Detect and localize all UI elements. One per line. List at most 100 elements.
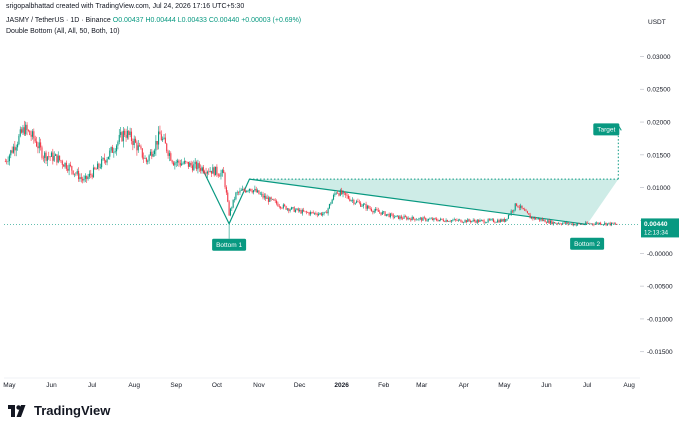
candle-body [196, 161, 198, 170]
indicator-legend[interactable]: Double Bottom (All, All, 50, Both, 10) [6, 28, 120, 35]
candle-body [332, 195, 335, 200]
candle-body [248, 188, 250, 191]
candle-body [40, 142, 42, 148]
candle-body [179, 162, 181, 166]
candle-body [185, 161, 187, 162]
candle-body [464, 220, 466, 223]
candle-body [585, 222, 587, 225]
candle-body [446, 220, 448, 222]
candle-body [385, 214, 387, 216]
candle-body [252, 190, 255, 193]
candle-body [498, 220, 500, 223]
candle-body [56, 154, 58, 163]
candle-body [80, 177, 82, 179]
candle-body [10, 150, 12, 156]
candle-body [324, 211, 326, 213]
candle-body [197, 163, 199, 170]
candle-body [105, 160, 107, 163]
candle-body [221, 170, 223, 173]
candle-body [322, 213, 324, 216]
candle-body [304, 211, 306, 213]
candle-body [461, 222, 463, 223]
candle-body [372, 211, 374, 213]
candle-body [35, 141, 38, 147]
candle-body [433, 218, 435, 221]
candle-body [598, 222, 600, 224]
candle-body [547, 220, 549, 223]
candle-body [365, 204, 367, 209]
candle-body [91, 175, 93, 178]
candle-body [520, 205, 522, 208]
candle-body [426, 220, 428, 221]
x-tick-label: Aug [128, 382, 140, 389]
candle-body [558, 223, 560, 224]
candle-body [19, 129, 21, 136]
candle-body [555, 223, 557, 224]
candle-body [540, 219, 542, 221]
tradingview-logo[interactable]: TradingView [8, 403, 110, 418]
candle-body [463, 222, 465, 223]
candle-body [366, 205, 368, 209]
candle-body [217, 174, 219, 176]
candle-body [468, 219, 470, 221]
last-price-tag-bg [641, 218, 679, 238]
candle-body [423, 217, 425, 219]
candle-body [274, 200, 276, 202]
candle-body [270, 197, 272, 200]
candle-body [375, 209, 377, 211]
candle-body [125, 134, 127, 138]
candle-body [529, 214, 531, 219]
candle-body [307, 212, 309, 213]
candle-body [33, 131, 35, 139]
candle-body [126, 130, 128, 138]
candle-body [175, 162, 177, 164]
candle-body [54, 154, 57, 156]
y-tick-label: 0.02500 [647, 87, 671, 94]
x-tick-label: Feb [378, 382, 390, 389]
candle-body [476, 219, 478, 223]
candle-body [155, 140, 157, 151]
tradingview-logo-icon [8, 404, 26, 417]
candle-body [236, 192, 238, 193]
candle-body [337, 192, 339, 194]
candle-body [99, 167, 101, 168]
candle-body [281, 208, 283, 209]
candle-body [407, 217, 409, 220]
candle-body [118, 134, 120, 142]
candle-body [495, 222, 497, 223]
candle-body [64, 162, 66, 167]
candle-body [414, 218, 416, 221]
x-tick-label: Jul [583, 382, 592, 389]
candle-body [200, 168, 202, 171]
candle-body [408, 217, 411, 219]
attribution-text: srigopalbhattad created with TradingView… [6, 3, 245, 10]
candle-body [243, 188, 245, 191]
candle-body [347, 195, 349, 199]
candle-body [231, 207, 233, 209]
candle-body [254, 188, 256, 191]
candle-body [258, 190, 260, 195]
candle-body [266, 197, 268, 199]
candle-body [159, 131, 161, 135]
candle-body [429, 218, 431, 220]
candle-body [137, 145, 139, 151]
x-tick-label: Apr [459, 382, 470, 389]
candle-body [503, 219, 505, 222]
candle-body [568, 223, 571, 225]
candle-body [506, 218, 508, 220]
candle-body [586, 222, 588, 224]
candle-body [76, 171, 78, 174]
candle-body [575, 224, 577, 226]
candle-body [541, 219, 543, 221]
candle-body [227, 192, 229, 202]
candle-body [4, 161, 6, 163]
candle-body [121, 132, 123, 142]
candle-body [134, 138, 137, 143]
candle-body [472, 219, 474, 221]
candle-body [381, 211, 383, 215]
candle-body [610, 222, 613, 226]
y-tick-label: 0.01500 [647, 152, 671, 159]
candle-body [206, 171, 208, 174]
candle-body [285, 206, 287, 210]
